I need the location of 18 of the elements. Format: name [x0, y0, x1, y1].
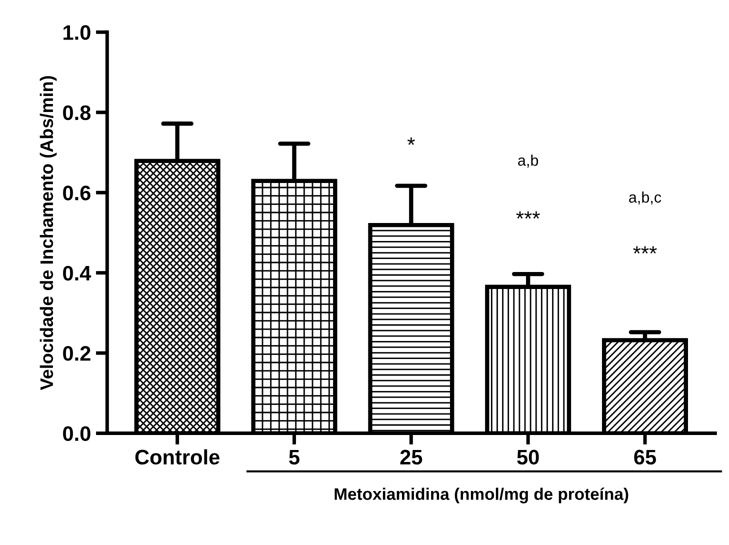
x-tick-label: Controle	[135, 449, 220, 465]
annotation: ***	[633, 246, 657, 254]
annotation: a,b,c	[629, 192, 662, 205]
y-tick-label: 0.6	[63, 186, 90, 200]
y-axis-title: Velocidade de Inchamento (Abs/min)	[40, 76, 57, 390]
x-tick-label: 25	[400, 450, 422, 465]
x-tick-label: 50	[517, 450, 539, 465]
x-axis-title: Metoxiamidina (nmol/mg de proteína)	[334, 488, 628, 504]
x-tick-label: 65	[634, 450, 656, 465]
annotation: a,b	[518, 154, 538, 168]
y-tick-label: 0.8	[63, 105, 91, 120]
y-tick-label: 1.0	[64, 25, 90, 40]
annotation: ***	[516, 211, 540, 219]
y-tick-label: 0.2	[63, 346, 90, 361]
x-tick-label: 5	[289, 450, 300, 465]
y-tick-label: 0.0	[63, 426, 90, 442]
y-tick-label: 0.4	[63, 266, 92, 281]
annotation: *	[407, 138, 415, 145]
